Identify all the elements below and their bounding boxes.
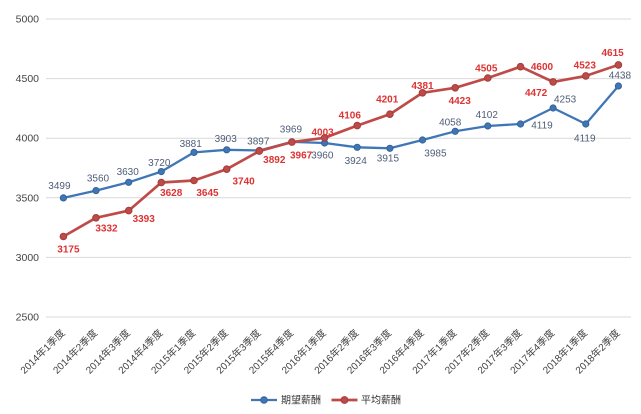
svg-text:3000: 3000 — [16, 252, 40, 264]
svg-text:3969: 3969 — [280, 124, 303, 135]
svg-text:4438: 4438 — [609, 70, 632, 81]
svg-text:3720: 3720 — [148, 158, 171, 169]
svg-text:4472: 4472 — [525, 88, 548, 99]
svg-text:2500: 2500 — [16, 312, 40, 324]
svg-text:4003: 4003 — [311, 127, 334, 138]
svg-text:4600: 4600 — [531, 62, 554, 73]
svg-text:3897: 3897 — [247, 137, 270, 148]
svg-text:3967: 3967 — [290, 151, 313, 162]
svg-text:4106: 4106 — [339, 111, 362, 122]
svg-text:4253: 4253 — [554, 95, 577, 106]
svg-text:4500: 4500 — [16, 73, 40, 85]
svg-text:4058: 4058 — [439, 117, 462, 128]
svg-text:4119: 4119 — [531, 121, 553, 132]
svg-text:4423: 4423 — [449, 96, 472, 107]
svg-text:4381: 4381 — [411, 81, 434, 92]
svg-text:4000: 4000 — [16, 133, 40, 145]
svg-text:3960: 3960 — [311, 151, 334, 162]
svg-text:4615: 4615 — [601, 48, 624, 59]
svg-text:3393: 3393 — [133, 214, 156, 225]
svg-text:3892: 3892 — [263, 155, 286, 166]
svg-text:3645: 3645 — [196, 188, 219, 199]
svg-text:3630: 3630 — [117, 167, 140, 178]
svg-text:4119: 4119 — [574, 134, 596, 145]
svg-text:3628: 3628 — [160, 188, 183, 199]
svg-text:期望薪酬: 期望薪酬 — [281, 394, 321, 407]
svg-text:3985: 3985 — [424, 149, 447, 160]
svg-text:4201: 4201 — [376, 95, 399, 106]
svg-text:3499: 3499 — [48, 181, 71, 192]
svg-text:平均薪酬: 平均薪酬 — [361, 395, 401, 407]
svg-text:3332: 3332 — [95, 223, 118, 234]
svg-text:3881: 3881 — [180, 139, 203, 150]
svg-text:3175: 3175 — [57, 245, 80, 256]
svg-text:3903: 3903 — [215, 134, 238, 145]
svg-text:4102: 4102 — [476, 110, 499, 121]
svg-text:3560: 3560 — [87, 174, 110, 185]
svg-text:4523: 4523 — [574, 60, 597, 71]
svg-text:3915: 3915 — [377, 153, 400, 164]
svg-text:3740: 3740 — [232, 176, 255, 187]
svg-text:3924: 3924 — [345, 156, 368, 167]
svg-text:3500: 3500 — [16, 192, 40, 204]
svg-text:5000: 5000 — [16, 14, 40, 26]
svg-text:4505: 4505 — [475, 64, 498, 75]
